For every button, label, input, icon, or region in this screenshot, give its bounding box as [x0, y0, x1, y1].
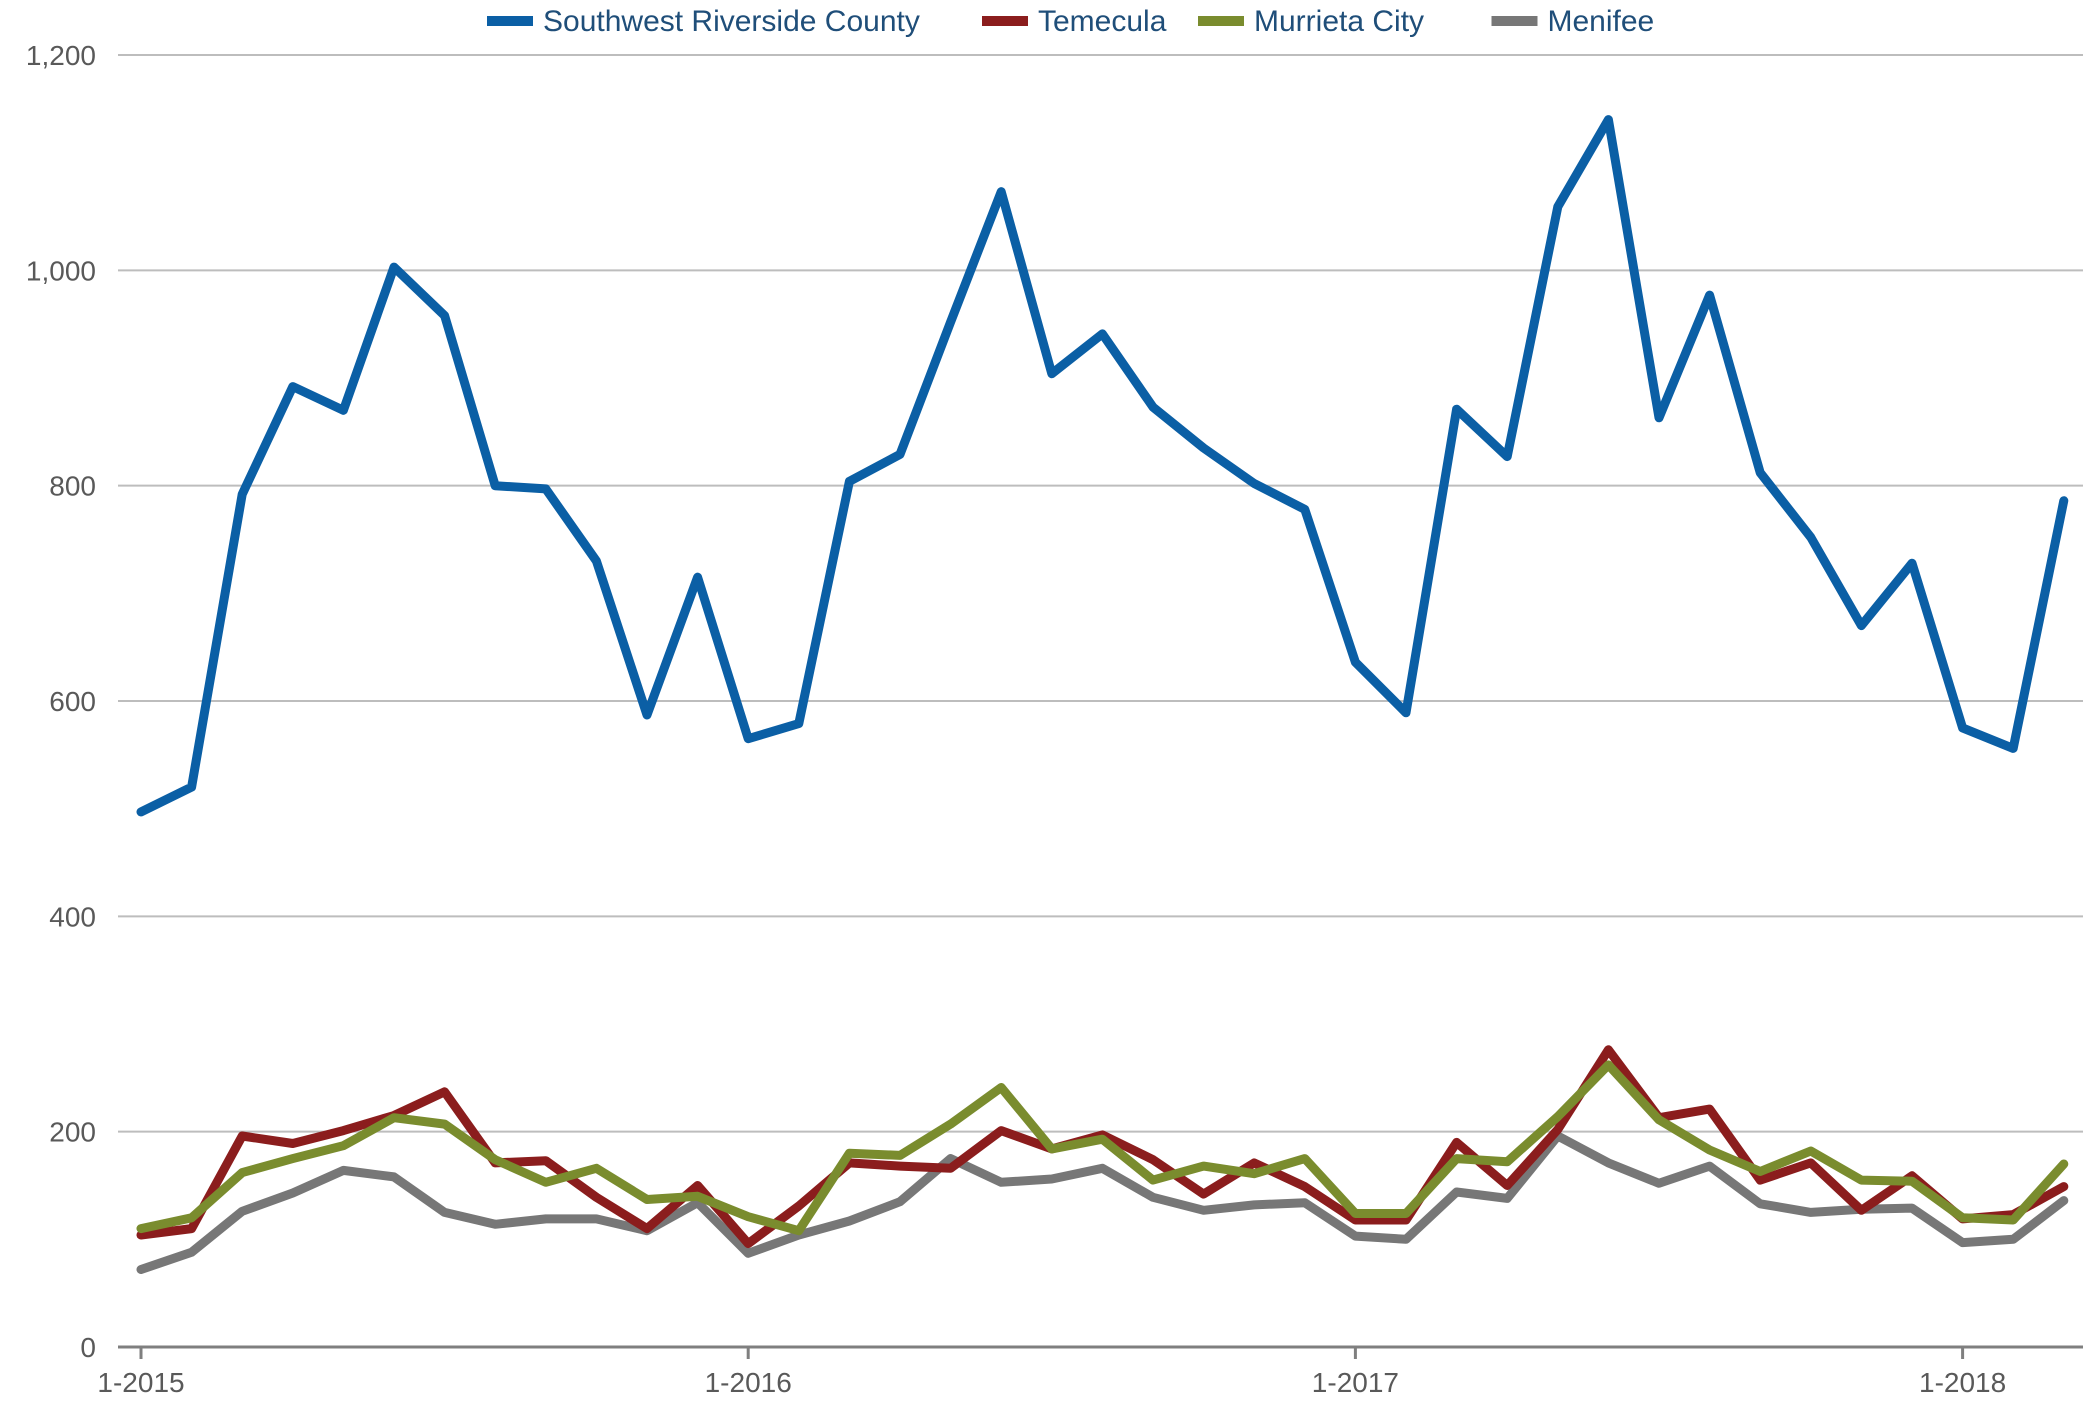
legend-swatch-murrieta-city [1198, 16, 1244, 26]
y-tick-label: 800 [49, 471, 96, 502]
y-tick-label: 600 [49, 686, 96, 717]
x-tick-label: 1-2017 [1312, 1367, 1399, 1398]
x-tick-label: 1-2018 [1919, 1367, 2006, 1398]
legend-label-southwest-riverside-county: Southwest Riverside County [543, 5, 920, 38]
series-line-murrieta-city [136, 1060, 2069, 1236]
legend-swatch-menifee [1491, 16, 1538, 26]
y-tick-label: 400 [49, 901, 96, 932]
y-tick-label: 1,000 [26, 255, 96, 286]
legend-label-temecula: Temecula [1038, 5, 1167, 38]
legend: Southwest Riverside County Temecula Murrie… [487, 5, 1654, 38]
x-axis: 1-2015 1-2016 1-2017 1-2018 [97, 1345, 2083, 1398]
legend-label-murrieta-city: Murrieta City [1254, 5, 1424, 38]
legend-swatch-temecula [982, 16, 1028, 26]
y-axis-tick-labels: 0 200 400 600 800 1,000 1,200 [26, 40, 96, 1363]
x-tick-label: 1-2015 [97, 1367, 184, 1398]
series-lines [136, 115, 2069, 1274]
legend-swatch-southwest-riverside-county [487, 16, 533, 26]
y-tick-label: 200 [49, 1117, 96, 1148]
legend-label-menifee: Menifee [1548, 5, 1655, 38]
series-line-southwest-riverside-county [136, 115, 2069, 817]
series-line-menifee [136, 1131, 2069, 1274]
y-tick-label: 0 [80, 1332, 96, 1363]
x-tick-label: 1-2016 [705, 1367, 792, 1398]
series-line-temecula [136, 1045, 2069, 1249]
gridlines [118, 54, 2083, 1133]
y-tick-label: 1,200 [26, 40, 96, 71]
